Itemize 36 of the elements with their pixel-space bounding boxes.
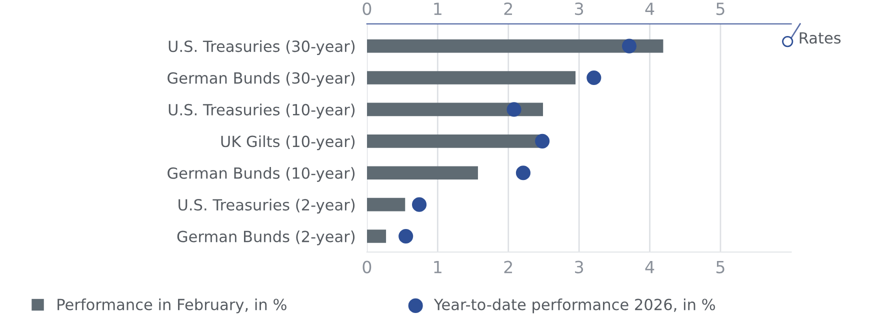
x-tick-label: 4 [645, 260, 654, 274]
point [622, 38, 637, 54]
bar [366, 134, 540, 148]
x2-tick-label: 0 [362, 2, 372, 16]
y-tick-label: U.S. Treasuries (2-year) [178, 198, 355, 214]
bar [366, 102, 544, 116]
point [412, 197, 427, 212]
point [398, 228, 414, 244]
y-tick-label: U.S. Treasuries (10-year) [168, 104, 355, 118]
bar [366, 198, 406, 212]
x-tick-label: 1 [434, 260, 442, 274]
point [506, 102, 522, 117]
point [516, 166, 530, 180]
x-tick-label: 5 [716, 260, 724, 274]
x2-tick-label: 4 [645, 2, 654, 15]
y-tick-label: U.S. Treasuries (30-year) [168, 40, 355, 56]
bar [366, 71, 576, 84]
legend-label: Performance in February, in % [58, 298, 286, 314]
y-tick-label: UK Gilts (10-year) [221, 135, 355, 150]
point [586, 70, 602, 86]
x-tick-label: 2 [504, 260, 512, 274]
x2-tick-label: 3 [575, 2, 584, 16]
x-tick-label: 3 [575, 260, 584, 274]
x2-tick-label: 1 [434, 2, 442, 15]
y-tick-label: German Bunds (2-year) [177, 230, 355, 246]
x2-tick-label: 5 [716, 2, 724, 16]
text: Rates [800, 32, 841, 44]
bar [366, 39, 664, 53]
y-tick-label: German Bunds (10-year) [168, 167, 355, 182]
bar [366, 230, 386, 243]
x-tick-label: 0 [362, 260, 372, 274]
y-tick-label: German Bunds (30-year) [168, 72, 355, 87]
x2-tick-label: 2 [504, 2, 512, 15]
legend-label: Year-to-date performance 2026, in % [434, 298, 715, 314]
point [535, 134, 550, 148]
bar [366, 166, 478, 180]
